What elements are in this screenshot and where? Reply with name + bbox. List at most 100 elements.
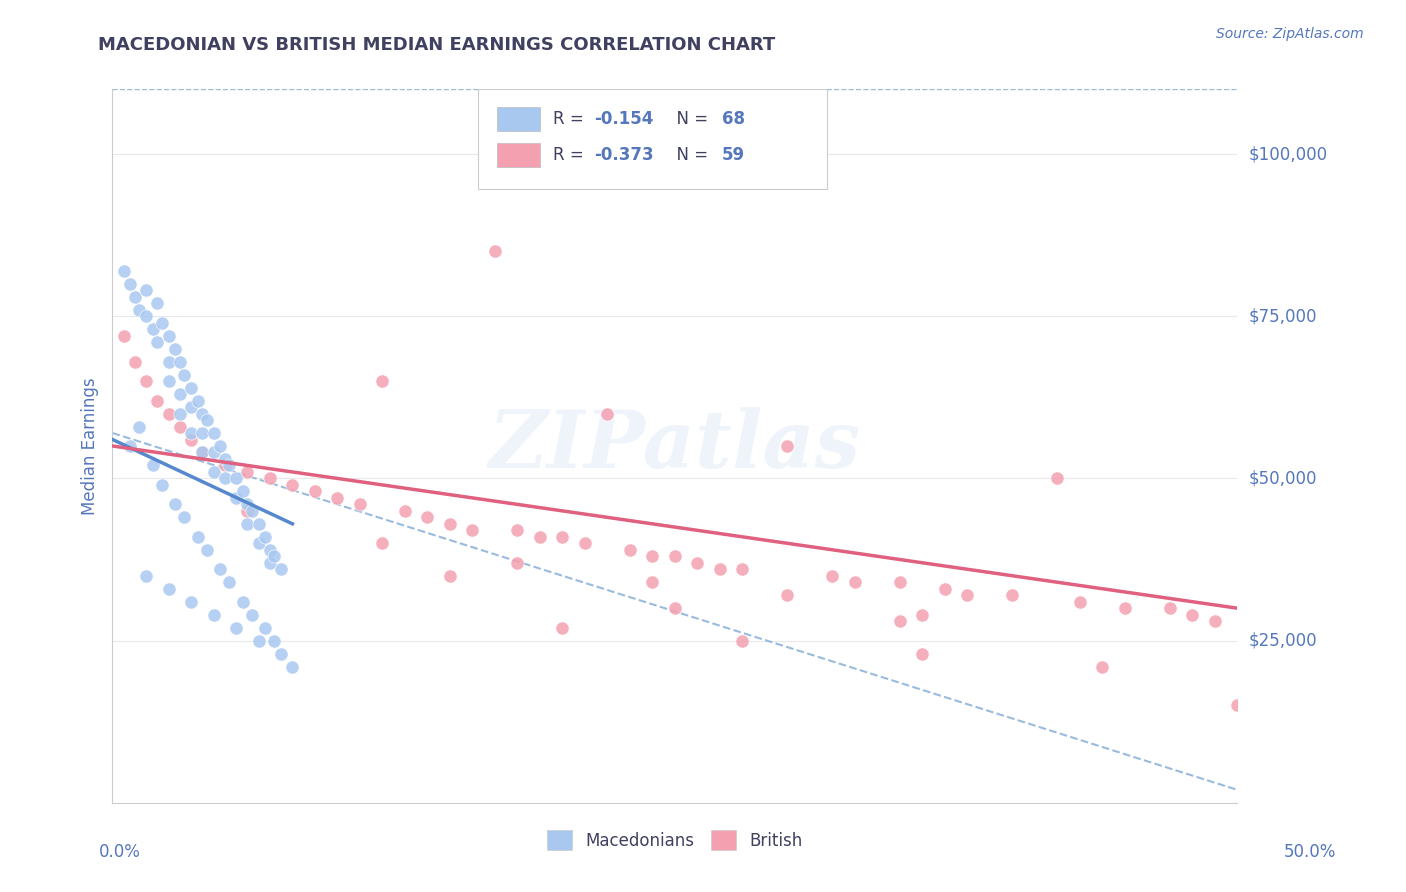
Point — [664, 601, 686, 615]
Point — [180, 381, 202, 395]
Point — [371, 374, 394, 388]
Point — [439, 516, 461, 531]
Point — [146, 393, 169, 408]
Point — [150, 316, 173, 330]
Point — [236, 516, 259, 531]
Point — [709, 562, 731, 576]
Point — [180, 425, 202, 440]
FancyBboxPatch shape — [498, 107, 540, 131]
Point — [416, 510, 439, 524]
Point — [191, 425, 214, 440]
Point — [394, 504, 416, 518]
Point — [236, 465, 259, 479]
Y-axis label: Median Earnings: Median Earnings — [80, 377, 98, 515]
Point — [128, 419, 150, 434]
Point — [776, 588, 799, 602]
Point — [731, 633, 754, 648]
Point — [225, 621, 247, 635]
Text: R =: R = — [554, 146, 589, 164]
Point — [236, 504, 259, 518]
Point — [165, 342, 187, 356]
Point — [214, 458, 236, 473]
Point — [1001, 588, 1024, 602]
Text: $25,000: $25,000 — [1249, 632, 1317, 649]
Point — [232, 484, 254, 499]
Point — [1091, 659, 1114, 673]
Text: Source: ZipAtlas.com: Source: ZipAtlas.com — [1216, 27, 1364, 41]
Point — [180, 595, 202, 609]
Point — [304, 484, 326, 499]
Text: N =: N = — [666, 111, 713, 128]
Point — [142, 458, 165, 473]
Point — [157, 328, 180, 343]
Point — [1181, 607, 1204, 622]
Point — [135, 374, 157, 388]
Point — [218, 458, 240, 473]
Point — [263, 633, 285, 648]
Point — [236, 497, 259, 511]
Point — [551, 530, 574, 544]
Point — [135, 568, 157, 582]
Point — [191, 407, 214, 421]
Point — [225, 491, 247, 505]
Point — [911, 647, 934, 661]
Point — [240, 504, 263, 518]
Point — [191, 445, 214, 459]
FancyBboxPatch shape — [478, 89, 827, 189]
Point — [844, 575, 866, 590]
Point — [889, 575, 911, 590]
Point — [180, 433, 202, 447]
Point — [135, 283, 157, 297]
Point — [232, 595, 254, 609]
Point — [146, 296, 169, 310]
Point — [439, 568, 461, 582]
Point — [1226, 698, 1249, 713]
Point — [240, 607, 263, 622]
Text: MACEDONIAN VS BRITISH MEDIAN EARNINGS CORRELATION CHART: MACEDONIAN VS BRITISH MEDIAN EARNINGS CO… — [98, 36, 776, 54]
Point — [1114, 601, 1136, 615]
Point — [259, 471, 281, 485]
Point — [173, 510, 195, 524]
Point — [619, 542, 641, 557]
Text: 0.0%: 0.0% — [98, 843, 141, 861]
Point — [596, 407, 619, 421]
Point — [821, 568, 844, 582]
Point — [1204, 614, 1226, 628]
Point — [202, 465, 225, 479]
Point — [195, 542, 218, 557]
Point — [529, 530, 551, 544]
Point — [169, 387, 191, 401]
Point — [247, 536, 270, 550]
Point — [169, 407, 191, 421]
Point — [270, 647, 292, 661]
Point — [551, 621, 574, 635]
Point — [135, 310, 157, 324]
Point — [124, 354, 146, 368]
Point — [484, 244, 506, 259]
Point — [776, 439, 799, 453]
FancyBboxPatch shape — [498, 143, 540, 167]
Point — [506, 556, 529, 570]
Point — [281, 659, 304, 673]
Point — [120, 439, 142, 453]
Point — [187, 393, 209, 408]
Text: 59: 59 — [723, 146, 745, 164]
Point — [157, 407, 180, 421]
Text: $100,000: $100,000 — [1249, 145, 1327, 163]
Point — [731, 562, 754, 576]
Point — [506, 524, 529, 538]
Point — [254, 530, 277, 544]
Text: 68: 68 — [723, 111, 745, 128]
Point — [641, 549, 664, 564]
Text: -0.154: -0.154 — [593, 111, 654, 128]
Point — [202, 607, 225, 622]
Point — [349, 497, 371, 511]
Point — [124, 290, 146, 304]
Point — [214, 471, 236, 485]
Text: $75,000: $75,000 — [1249, 307, 1317, 326]
Point — [209, 562, 232, 576]
Point — [209, 439, 232, 453]
Point — [195, 413, 218, 427]
Point — [225, 471, 247, 485]
Point — [574, 536, 596, 550]
